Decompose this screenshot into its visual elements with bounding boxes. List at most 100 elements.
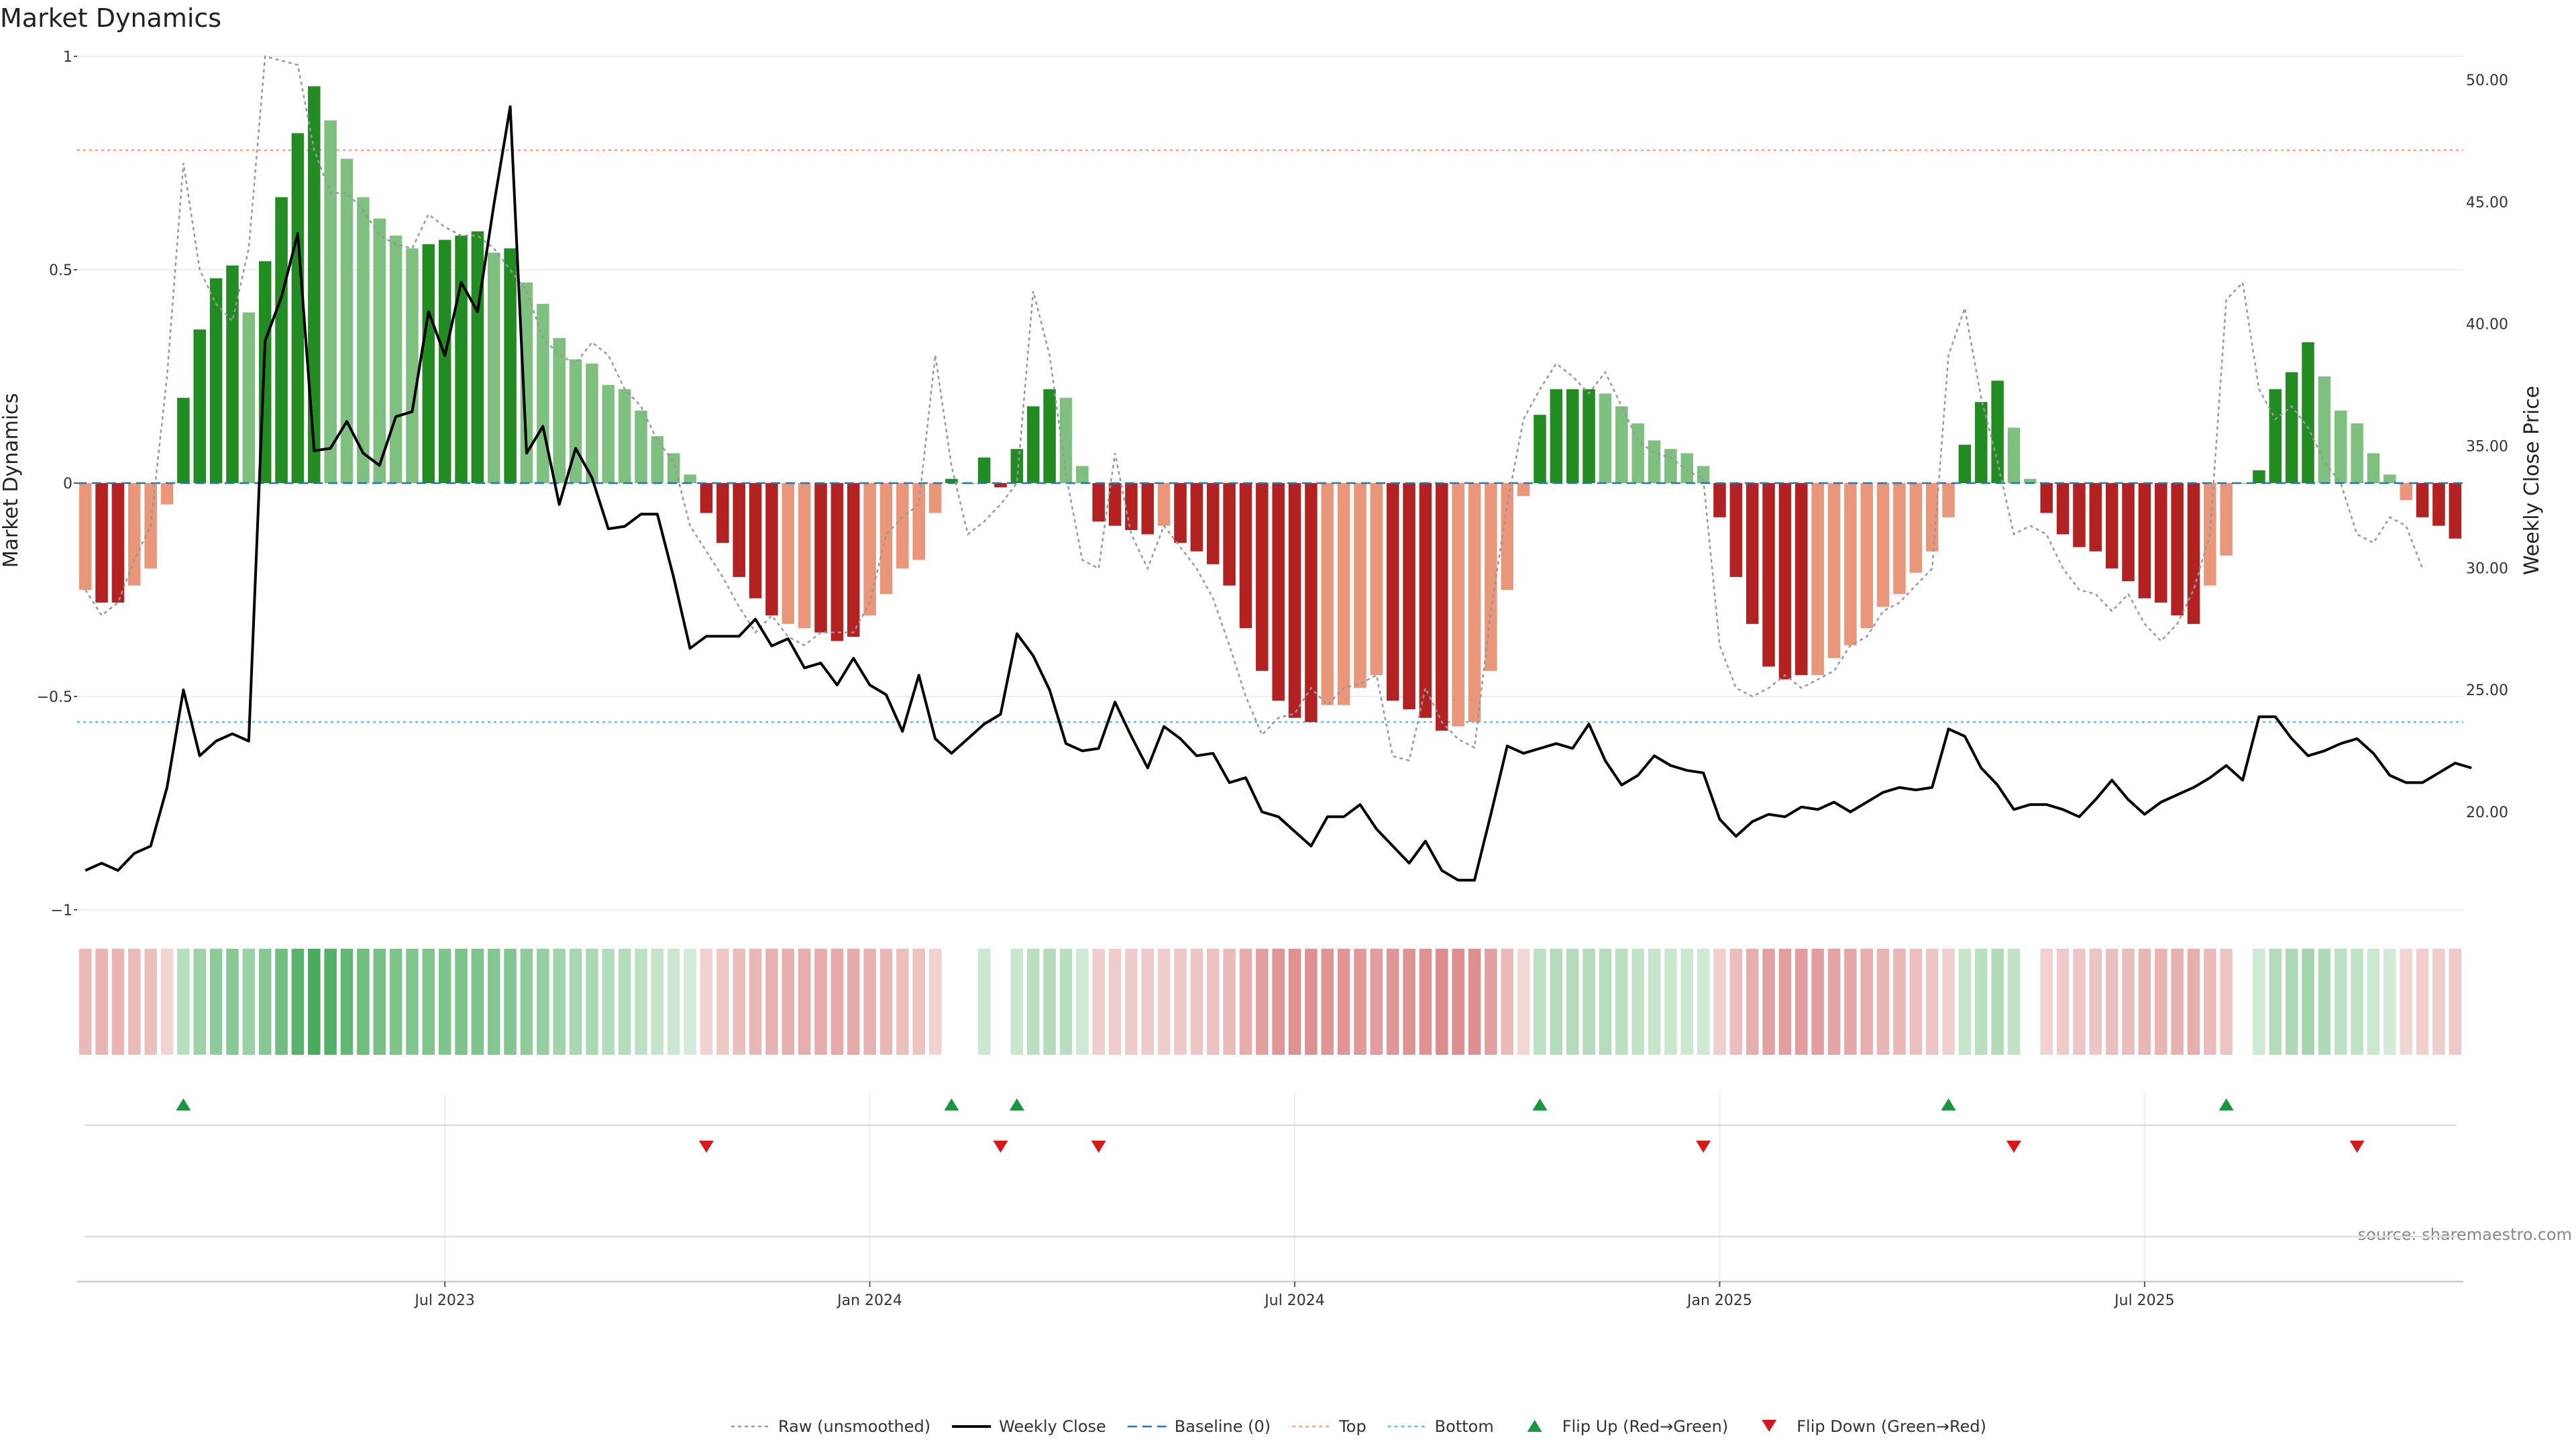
market-dynamics-bar bbox=[2155, 483, 2167, 603]
market-dynamics-bar bbox=[1795, 483, 1808, 676]
heat-strip-cell bbox=[1909, 949, 1923, 1055]
market-dynamics-bar bbox=[438, 240, 451, 483]
heat-strip-cell bbox=[2269, 949, 2282, 1055]
heat-strip-cell bbox=[586, 949, 598, 1055]
market-dynamics-bar bbox=[1991, 380, 2004, 483]
market-dynamics-bar bbox=[1876, 483, 1890, 607]
heat-strip-cell bbox=[1844, 949, 1857, 1055]
heat-strip-cell bbox=[242, 949, 256, 1055]
market-dynamics-bar bbox=[1550, 389, 1563, 483]
heat-strip-cell bbox=[1615, 949, 1628, 1055]
market-dynamics-bar bbox=[193, 329, 206, 483]
flip-down-marker bbox=[2006, 1141, 2022, 1153]
heat-strip-cell bbox=[258, 949, 272, 1055]
heat-strip-cell bbox=[1157, 949, 1171, 1055]
market-dynamics-bar bbox=[1354, 483, 1366, 688]
market-dynamics-bar bbox=[1648, 440, 1661, 483]
market-dynamics-bar bbox=[798, 483, 811, 629]
heat-strip-cell bbox=[1958, 949, 1972, 1055]
market-dynamics-bar bbox=[733, 483, 745, 577]
legend: Raw (unsmoothed) Weekly Close Baseline (0)… bbox=[731, 1417, 1986, 1436]
heat-strip-cell bbox=[2155, 949, 2167, 1055]
legend-label: Bottom bbox=[1435, 1417, 1494, 1436]
heat-strip-cell bbox=[847, 949, 860, 1055]
heat-strip-cell bbox=[2416, 949, 2429, 1055]
market-dynamics-bar bbox=[1713, 483, 1726, 517]
legend-flip-down-swatch bbox=[1762, 1420, 1777, 1432]
heat-strip-cell bbox=[1403, 949, 1415, 1055]
market-dynamics-bar bbox=[1958, 444, 1972, 483]
market-dynamics-bar bbox=[1485, 483, 1497, 671]
heat-strip-cell bbox=[193, 949, 206, 1055]
market-dynamics-bar bbox=[1582, 389, 1595, 483]
heat-strip-cell bbox=[1713, 949, 1726, 1055]
heat-strip-cell bbox=[2204, 949, 2216, 1055]
heat-strip-cell bbox=[618, 949, 631, 1055]
heat-strip-cell bbox=[1811, 949, 1824, 1055]
market-dynamics-bar bbox=[1436, 483, 1448, 731]
left-tick-label: 0 bbox=[63, 476, 72, 492]
market-dynamics-bar bbox=[2056, 483, 2070, 535]
legend-flip-up-swatch bbox=[1527, 1420, 1542, 1432]
heat-strip-cell bbox=[504, 949, 517, 1055]
market-dynamics-bar bbox=[1778, 483, 1792, 680]
heat-strip-cell bbox=[1305, 949, 1318, 1055]
heat-strip-cell bbox=[2089, 949, 2102, 1055]
market-dynamics-bar bbox=[2024, 478, 2037, 483]
heat-strip-cell bbox=[977, 949, 991, 1055]
market-dynamics-bar bbox=[1664, 449, 1677, 483]
heat-strip-cell bbox=[275, 949, 288, 1055]
flip-up-marker bbox=[1532, 1098, 1548, 1110]
flip-down-marker bbox=[698, 1141, 714, 1153]
heat-strip-cell bbox=[1550, 949, 1563, 1055]
legend-item: Baseline (0) bbox=[1127, 1417, 1271, 1436]
market-dynamics-bar bbox=[928, 483, 942, 513]
legend-item: Flip Up (Red→Green) bbox=[1527, 1417, 1728, 1436]
market-dynamics-bar bbox=[994, 483, 1007, 488]
heat-strip-cell bbox=[1534, 949, 1546, 1055]
x-tick-label: Jul 2024 bbox=[1263, 1292, 1325, 1309]
market-dynamics-bar bbox=[537, 303, 549, 483]
lines-layer bbox=[85, 55, 2472, 882]
market-dynamics-bar bbox=[879, 483, 893, 594]
market-dynamics-bar bbox=[2122, 483, 2135, 582]
market-dynamics-bar bbox=[422, 244, 435, 483]
heat-strip-cell bbox=[928, 949, 942, 1055]
market-dynamics-bar bbox=[945, 478, 958, 483]
heat-strip-cell bbox=[1762, 949, 1775, 1055]
legend-label: Top bbox=[1338, 1417, 1366, 1436]
market-dynamics-bar bbox=[896, 483, 909, 569]
left-tick-label: 1 bbox=[63, 49, 72, 66]
market-dynamics-bar bbox=[814, 483, 827, 633]
market-dynamics-bar bbox=[2383, 474, 2396, 483]
chart-title: Market Dynamics bbox=[0, 3, 221, 33]
left-axis-title: Market Dynamics bbox=[0, 393, 23, 568]
market-dynamics-bar bbox=[111, 483, 125, 603]
market-dynamics-bar bbox=[78, 483, 92, 590]
right-tick-label: 40.00 bbox=[2466, 317, 2508, 333]
heat-strip-cell bbox=[1436, 949, 1448, 1055]
market-dynamics-bar bbox=[455, 236, 468, 483]
market-dynamics-bar bbox=[1909, 483, 1923, 573]
market-dynamics-bar bbox=[128, 483, 141, 586]
market-dynamics-bar bbox=[177, 397, 190, 483]
market-dynamics-bar bbox=[1321, 483, 1334, 705]
heat-strip-cell bbox=[1566, 949, 1579, 1055]
market-dynamics-bar bbox=[1893, 483, 1906, 594]
heat-strip-cell bbox=[520, 949, 533, 1055]
market-dynamics-bar bbox=[1076, 466, 1089, 483]
market-dynamics-bar bbox=[242, 312, 256, 483]
heat-strip-cell bbox=[1125, 949, 1138, 1055]
market-dynamics-bar bbox=[2220, 483, 2233, 556]
market-dynamics-bar bbox=[1403, 483, 1415, 710]
market-dynamics-bar bbox=[635, 410, 647, 483]
heat-strip-cell bbox=[1174, 949, 1187, 1055]
flip-markers-layer bbox=[85, 1094, 2457, 1282]
heat-strip-cell bbox=[111, 949, 125, 1055]
heat-strip-cell bbox=[406, 949, 419, 1055]
heat-strip-cell bbox=[1321, 949, 1334, 1055]
market-dynamics-bar bbox=[2105, 483, 2118, 569]
heat-strip-cell bbox=[1876, 949, 1890, 1055]
raw-unsmoothed-line bbox=[85, 55, 2424, 762]
market-dynamics-bar bbox=[2089, 483, 2102, 552]
